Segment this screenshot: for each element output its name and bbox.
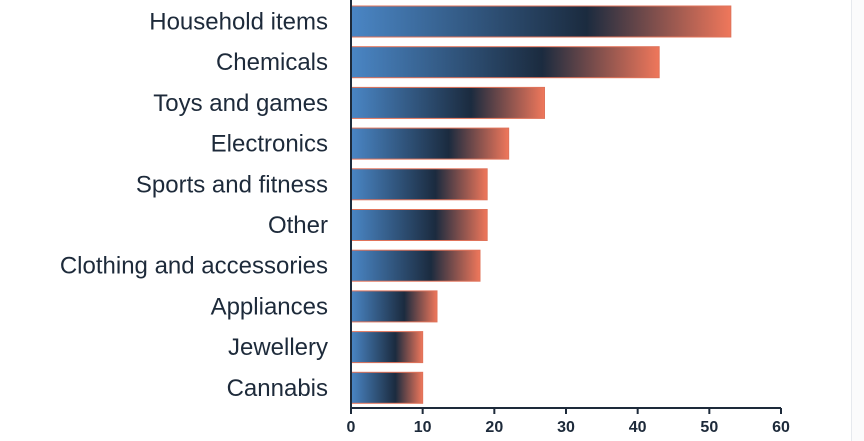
x-tick-label: 40 bbox=[629, 419, 647, 436]
x-tick-label: 30 bbox=[557, 419, 575, 436]
bar-appliances bbox=[350, 290, 438, 323]
x-tick-label: 20 bbox=[485, 419, 503, 436]
category-label: Other bbox=[268, 212, 328, 239]
x-tick-label: 50 bbox=[700, 419, 718, 436]
category-label: Cannabis bbox=[227, 375, 328, 402]
bar-electronics bbox=[350, 127, 510, 160]
x-axis: 0 10 20 30 40 50 60 bbox=[347, 0, 790, 436]
bar-other bbox=[350, 209, 488, 241]
panel-edge bbox=[851, 0, 864, 441]
bar-toys-and-games bbox=[350, 86, 545, 119]
bar-sports-and-fitness bbox=[350, 168, 488, 201]
category-labels: Household items Chemicals Toys and games El… bbox=[60, 9, 328, 402]
category-label: Clothing and accessories bbox=[60, 253, 328, 280]
bar-household-items bbox=[350, 5, 732, 38]
bar-jewellery bbox=[350, 331, 424, 364]
bars-group bbox=[350, 5, 732, 404]
category-label: Toys and games bbox=[153, 90, 328, 117]
x-tick-label: 60 bbox=[772, 419, 790, 436]
category-label: Appliances bbox=[211, 293, 328, 320]
category-label: Chemicals bbox=[216, 49, 328, 76]
bar-cannabis bbox=[350, 371, 424, 404]
bar-chemicals bbox=[350, 46, 660, 79]
category-label: Jewellery bbox=[228, 334, 328, 361]
bar-clothing-and-accessories bbox=[350, 249, 481, 282]
x-tick-label: 0 bbox=[347, 419, 356, 436]
category-label: Sports and fitness bbox=[136, 171, 328, 198]
category-label: Household items bbox=[149, 9, 328, 36]
category-label: Electronics bbox=[211, 131, 328, 158]
x-tick-label: 10 bbox=[414, 419, 432, 436]
